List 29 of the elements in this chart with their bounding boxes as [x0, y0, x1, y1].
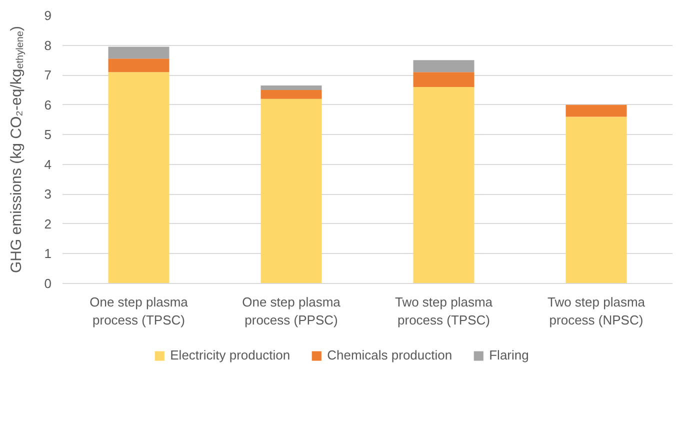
x-tick-label: Two step plasma process (TPSC) — [394, 294, 494, 328]
legend-label: Flaring — [489, 348, 529, 362]
bar — [260, 85, 322, 90]
y-tick-label: 9 — [44, 8, 52, 23]
legend-label: Chemicals production — [327, 348, 452, 362]
bar — [413, 60, 474, 72]
bar — [108, 58, 170, 72]
bar — [108, 72, 170, 284]
y-tick-label: 1 — [44, 246, 52, 262]
y-tick-label: 7 — [44, 68, 52, 83]
bar — [260, 98, 322, 284]
bar — [566, 116, 627, 284]
bar — [108, 46, 170, 59]
legend-label: Electricity production — [170, 348, 290, 362]
bar — [413, 72, 474, 87]
bar — [260, 90, 322, 99]
x-tick-label: One step plasma process (TPSC) — [90, 294, 189, 328]
bar — [413, 86, 474, 284]
y-tick-label: 3 — [44, 186, 52, 202]
x-tick-label: One step plasma process (PPSC) — [242, 294, 342, 328]
bar — [566, 104, 627, 117]
y-tick-label: 5 — [44, 127, 52, 142]
y-tick-label: 2 — [44, 216, 52, 232]
y-tick-label: 4 — [44, 156, 52, 172]
y-tick-label: 0 — [44, 276, 52, 291]
y-axis-title: GHG emissions (kg CO₂-eq/kgethylene) — [8, 26, 26, 274]
x-tick-label: Two step plasma process (NPSC) — [547, 294, 646, 328]
y-tick-label: 6 — [44, 97, 52, 112]
y-tick-label: 8 — [44, 38, 52, 53]
